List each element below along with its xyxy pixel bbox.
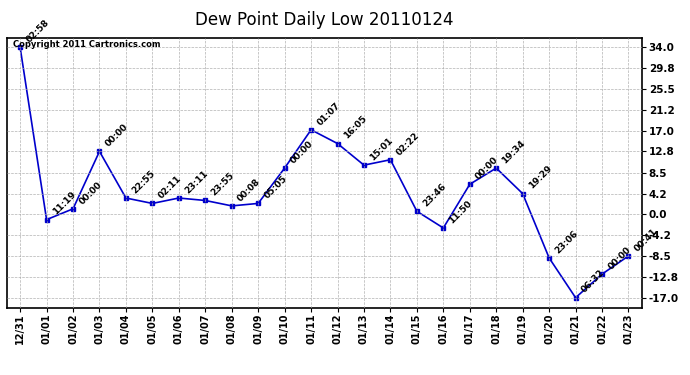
Text: 00:00: 00:00 [104,122,130,148]
Text: 22:55: 22:55 [130,169,157,195]
Text: 05:05: 05:05 [262,174,289,201]
Text: Dew Point Daily Low 20110124: Dew Point Daily Low 20110124 [195,11,453,29]
Text: 00:00: 00:00 [607,245,633,272]
Text: 01:07: 01:07 [315,100,342,127]
Text: 11:19: 11:19 [51,190,77,217]
Text: 23:11: 23:11 [183,169,210,195]
Text: 23:55: 23:55 [210,171,236,198]
Text: 02:22: 02:22 [395,130,421,157]
Text: 00:00: 00:00 [289,139,315,165]
Text: 19:29: 19:29 [527,164,553,191]
Text: Copyright 2011 Cartronics.com: Copyright 2011 Cartronics.com [13,40,161,49]
Text: 00:08: 00:08 [236,177,262,203]
Text: 11:50: 11:50 [448,199,474,225]
Text: 23:46: 23:46 [421,182,448,209]
Text: 06:32: 06:32 [580,268,607,295]
Text: 02:58: 02:58 [24,18,51,45]
Text: 19:34: 19:34 [500,138,527,165]
Text: 00:41: 00:41 [633,226,659,253]
Text: 23:06: 23:06 [553,229,580,255]
Text: 16:05: 16:05 [342,114,368,141]
Text: 15:01: 15:01 [368,136,395,162]
Text: 02:11: 02:11 [157,174,183,201]
Text: 00:00: 00:00 [474,155,500,182]
Text: 00:00: 00:00 [77,180,104,206]
